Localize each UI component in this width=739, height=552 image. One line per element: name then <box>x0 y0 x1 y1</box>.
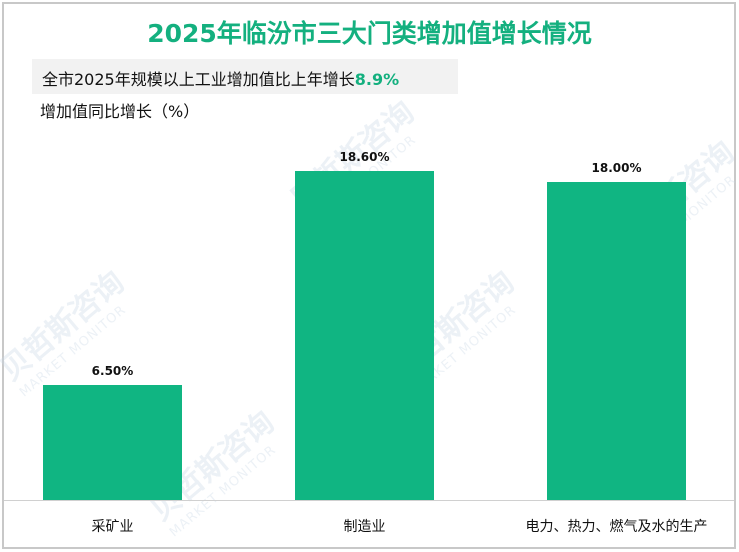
x-axis-line <box>4 500 734 501</box>
data-label: 18.00% <box>591 160 642 175</box>
category-label: 制造业 <box>343 519 386 535</box>
bar <box>43 385 182 500</box>
highlight-value: 8.9% <box>354 70 400 89</box>
data-label: 18.60% <box>339 150 390 164</box>
data-label: 6.50% <box>91 364 134 379</box>
bar <box>547 181 686 500</box>
highlight-text: 全市2025年规模以上工业增加值比上年增长8.9% <box>42 66 399 90</box>
y-axis-label: 增加值同比增长（%） <box>40 102 200 121</box>
bar <box>295 171 434 500</box>
highlight-label: 全市2025年规模以上工业增加值比上年增长 <box>42 70 355 89</box>
category-label: 电力、热力、燃气及水的生产 <box>525 519 708 535</box>
chart-title: 2025年临汾市三大门类增加值增长情况 <box>147 19 592 48</box>
highlight-box: 全市2025年规模以上工业增加值比上年增长8.9% <box>32 59 458 94</box>
category-label: 采矿业 <box>91 519 134 535</box>
